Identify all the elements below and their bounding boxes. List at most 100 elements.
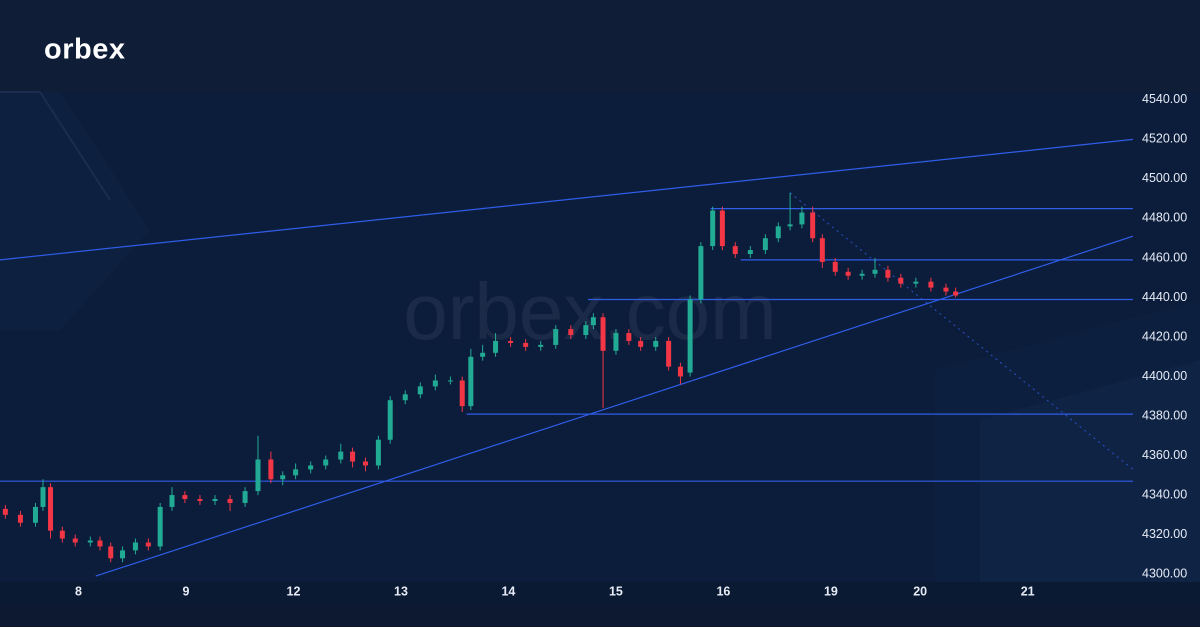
x-tick-label: 13: [394, 584, 408, 598]
candle-body: [268, 459, 274, 480]
candle-body: [928, 281, 934, 288]
decor-stroke: [0, 91, 111, 201]
watermark: orbex.com: [403, 267, 776, 356]
candle-body: [732, 246, 738, 255]
candle-body: [832, 261, 838, 272]
projection-line: [789, 192, 1133, 470]
candle-body: [626, 333, 632, 341]
decor-panel: [980, 360, 1200, 582]
candle-body: [212, 499, 218, 501]
candle-body: [197, 499, 203, 501]
y-tick-label: 4380.00: [1142, 408, 1187, 422]
candle-body: [898, 277, 904, 284]
y-tick-label: 4500.00: [1142, 171, 1187, 185]
candle-body: [72, 538, 78, 543]
candle-body: [747, 250, 753, 255]
y-tick-label: 4420.00: [1142, 329, 1187, 343]
candle-body: [600, 317, 606, 351]
candle-body: [387, 400, 393, 440]
candle-body: [653, 340, 659, 347]
candle-body: [120, 550, 126, 559]
candle-body: [2, 508, 8, 515]
x-tick-label: 15: [609, 584, 623, 598]
candle-body: [417, 386, 423, 395]
candle-body: [362, 461, 368, 466]
candle-body: [568, 329, 574, 336]
candle-body: [762, 238, 768, 251]
candle-body: [169, 495, 175, 507]
x-tick-label: 14: [501, 584, 515, 598]
x-tick-label: 21: [1021, 584, 1035, 598]
y-tick-label: 4460.00: [1142, 250, 1187, 264]
candle-body: [583, 325, 589, 336]
candle-body: [775, 226, 781, 239]
candle-body: [242, 491, 248, 503]
candle-body: [493, 340, 499, 353]
x-tick-label: 16: [716, 584, 730, 598]
candle-body: [227, 499, 233, 503]
candle-body: [913, 281, 919, 284]
candle-body: [719, 210, 725, 247]
x-tick-label: 9: [182, 584, 189, 598]
candle-body: [885, 269, 891, 278]
candles: [2, 192, 959, 563]
footer-band: [0, 604, 1200, 627]
header-band: [0, 0, 1200, 92]
candle-body: [943, 287, 949, 292]
candle-body: [402, 394, 408, 401]
axes: 4300.00 4320.00 4340.00 4360.00 4380.00 4400.…: [75, 92, 1187, 598]
candle-body: [32, 506, 38, 523]
candle-body: [182, 495, 188, 500]
candle-body: [480, 352, 486, 357]
candle-body: [799, 212, 805, 225]
y-tick-label: 4320.00: [1142, 527, 1187, 541]
logo: orbex: [44, 34, 125, 66]
candle-body: [677, 366, 683, 377]
decor-chevron: [0, 92, 150, 330]
candle-body: [157, 506, 163, 547]
x-tick-label: 12: [287, 584, 301, 598]
trend-line: [95, 235, 1133, 577]
candle-body: [787, 224, 793, 227]
candle-body: [308, 465, 314, 470]
candle-body: [323, 459, 329, 466]
candle-body: [538, 344, 544, 347]
candle-body: [97, 540, 103, 547]
candle-body: [523, 342, 529, 347]
candle-body: [687, 299, 693, 373]
candle-body: [810, 212, 816, 239]
y-tick-label: 4540.00: [1142, 92, 1187, 106]
y-tick-label: 4300.00: [1142, 566, 1187, 580]
candle-body: [845, 271, 851, 276]
candle-body: [432, 380, 438, 387]
candle-body: [666, 340, 672, 367]
y-tick-label: 4340.00: [1142, 487, 1187, 501]
candle-body: [590, 317, 596, 326]
candle-body: [59, 530, 65, 539]
candle-body: [132, 542, 138, 551]
candle-body: [468, 356, 474, 407]
candle-body: [108, 546, 114, 559]
y-tick-label: 4480.00: [1142, 211, 1187, 225]
candle-body: [508, 340, 514, 343]
candle-body: [819, 238, 825, 262]
y-tick-label: 4360.00: [1142, 448, 1187, 462]
candle-body: [40, 487, 46, 507]
x-tick-label: 19: [824, 584, 838, 598]
candle-body: [280, 475, 286, 480]
y-tick-label: 4400.00: [1142, 369, 1187, 383]
x-axis-band: [0, 582, 1200, 604]
candle-body: [447, 380, 453, 382]
x-tick-label: 8: [75, 584, 82, 598]
candle-body: [698, 246, 704, 300]
y-tick-label: 4520.00: [1142, 132, 1187, 146]
candle-body: [553, 329, 559, 345]
candle-body: [638, 340, 644, 347]
candle-body: [459, 380, 465, 407]
candle-body: [872, 269, 878, 274]
candle-body: [338, 451, 344, 460]
candle-body: [48, 487, 54, 531]
candle-body: [710, 210, 716, 247]
candle-body: [953, 291, 959, 296]
